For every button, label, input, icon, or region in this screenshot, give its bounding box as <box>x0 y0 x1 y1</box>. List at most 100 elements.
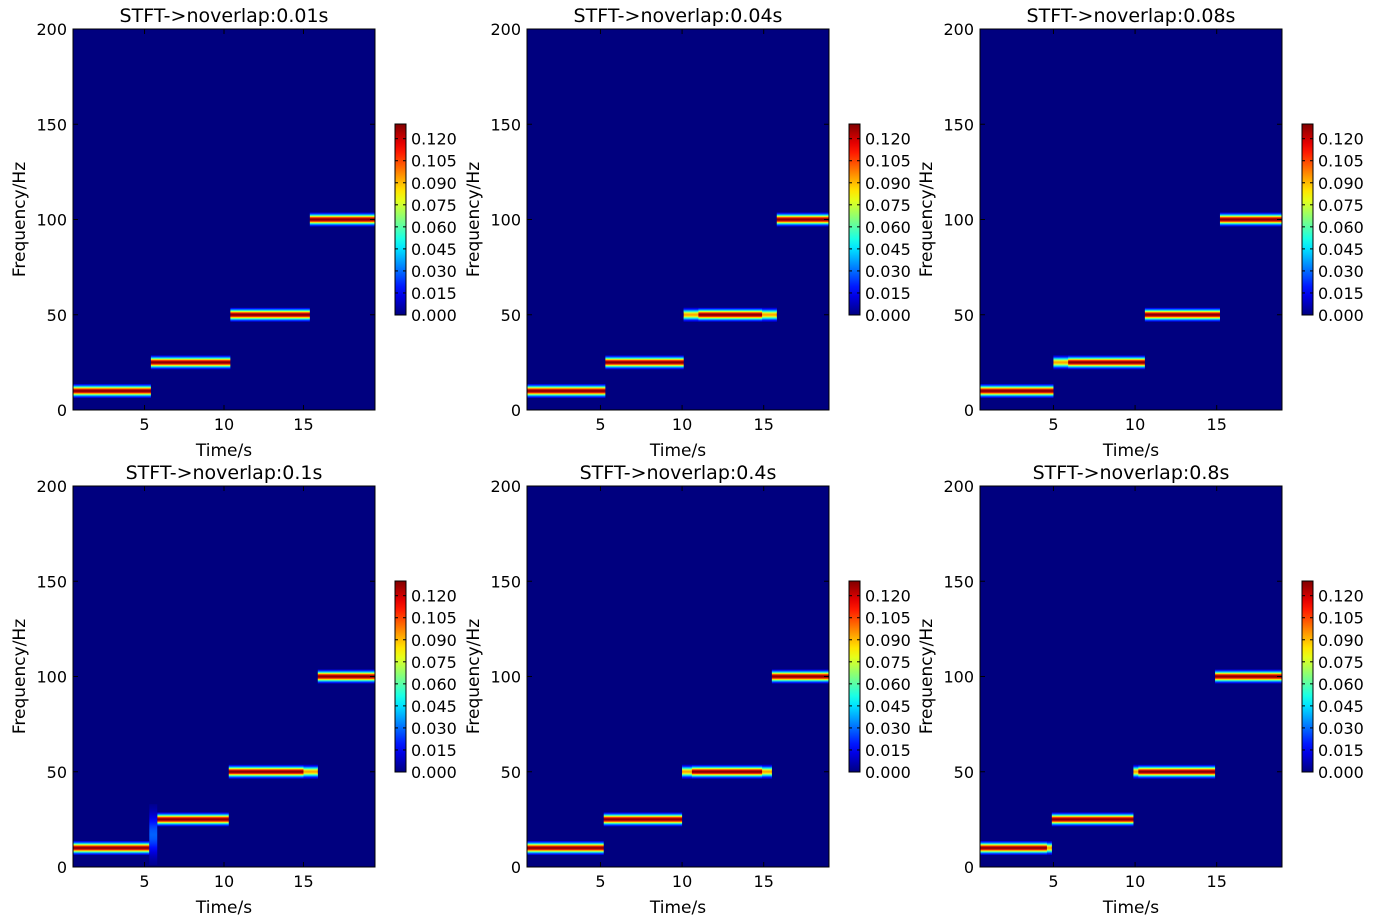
colorbar-tick-label: 0.060 <box>1318 218 1364 237</box>
subplot-4: 5 10 15050100150200STFT->noverlap:0.1sTime… <box>10 462 457 918</box>
subplot-2: 5 10 15050100150200STFT->noverlap:0.04sTim… <box>464 5 911 461</box>
colorbar-tick-label: 0.030 <box>865 262 911 281</box>
spectral-band-4 <box>776 212 829 227</box>
spectral-band-1 <box>980 383 1054 398</box>
heatmap-marks <box>527 212 829 398</box>
x-tick-label: 15 <box>293 415 313 434</box>
spectral-band-2 <box>1053 355 1145 370</box>
subplot-3: 5 10 15050100150200STFT->noverlap:0.08sTim… <box>917 5 1364 461</box>
spectral-band-2 <box>603 812 683 827</box>
heatmap-marks <box>980 212 1282 398</box>
y-tick-label: 200 <box>943 20 974 39</box>
colorbar-tick-label: 0.045 <box>865 240 911 259</box>
colorbar: 0.000 0.015 0.030 0.045 0.060 0.075 0.090 0.105… <box>394 580 457 782</box>
colorbar-tick-label: 0.045 <box>1318 697 1364 716</box>
colorbar: 0.000 0.015 0.030 0.045 0.060 0.075 0.090 0.105… <box>1301 580 1364 782</box>
colorbar-tick-label: 0.105 <box>1318 152 1364 171</box>
heatmap-marks <box>73 212 375 398</box>
subplot-title: STFT->noverlap:0.1s <box>126 462 323 484</box>
colorbar-tick-label: 0.120 <box>1318 587 1364 606</box>
x-tick-label: 10 <box>672 872 692 891</box>
colorbar-tick-label: 0.120 <box>411 130 457 149</box>
colorbar-tick-label: 0.060 <box>1318 675 1364 694</box>
colorbar-tick-label: 0.060 <box>411 218 457 237</box>
y-axis-label: Frequency/Hz <box>10 162 30 277</box>
y-tick-label: 50 <box>47 306 67 325</box>
colorbar-tick-label: 0.015 <box>411 741 457 760</box>
spectral-band-3 <box>228 764 318 779</box>
y-tick-label: 150 <box>36 115 67 134</box>
spectral-band-4 <box>771 669 829 684</box>
colorbar-tick-label: 0.075 <box>865 196 911 215</box>
colorbar-tick-label: 0.120 <box>865 130 911 149</box>
transition-band-2 <box>762 764 772 779</box>
x-tick-label: 5 <box>1048 872 1058 891</box>
y-tick-label: 150 <box>36 572 67 591</box>
colorbar-tick-label: 0.075 <box>411 196 457 215</box>
colorbar-tick-label: 0.000 <box>1318 763 1364 782</box>
colorbar-tick-label: 0.015 <box>865 741 911 760</box>
x-tick-label: 10 <box>214 415 234 434</box>
subplot-5: 5 10 15050100150200STFT->noverlap:0.4sTime… <box>464 462 911 918</box>
y-axis-label: Frequency/Hz <box>917 619 937 734</box>
y-axis-label: Frequency/Hz <box>464 162 484 277</box>
colorbar-tick-label: 0.105 <box>1318 609 1364 628</box>
y-tick-label: 0 <box>57 401 67 420</box>
y-tick-label: 200 <box>943 477 974 496</box>
y-tick-label: 200 <box>490 20 521 39</box>
heatmap-marks <box>73 669 375 866</box>
colorbar-tick-label: 0.120 <box>865 587 911 606</box>
colorbar-tick-label: 0.045 <box>1318 240 1364 259</box>
transition-band-2 <box>1133 764 1139 779</box>
colorbar-gradient <box>1301 123 1314 316</box>
x-tick-label: 15 <box>293 872 313 891</box>
y-tick-label: 200 <box>36 477 67 496</box>
y-axis-label: Frequency/Hz <box>464 619 484 734</box>
y-tick-label: 50 <box>501 306 521 325</box>
spectral-band-3 <box>682 764 772 779</box>
y-tick-label: 150 <box>490 572 521 591</box>
colorbar-tick-label: 0.090 <box>1318 174 1364 193</box>
colorbar-tick-label: 0.000 <box>1318 306 1364 325</box>
x-tick-label: 10 <box>1125 415 1145 434</box>
y-tick-label: 50 <box>47 763 67 782</box>
x-axis-label: Time/s <box>649 898 706 918</box>
x-tick-label: 5 <box>595 415 605 434</box>
colorbar-gradient <box>1301 580 1314 773</box>
spectral-band-2 <box>1051 812 1134 827</box>
y-tick-label: 50 <box>501 763 521 782</box>
colorbar-tick-label: 0.105 <box>411 609 457 628</box>
colorbar-tick-label: 0.030 <box>1318 262 1364 281</box>
colorbar-tick-label: 0.060 <box>865 675 911 694</box>
colorbar-tick-label: 0.075 <box>1318 196 1364 215</box>
x-tick-label: 10 <box>1125 872 1145 891</box>
heatmap-marks <box>980 669 1282 855</box>
spectral-band-2 <box>157 812 229 827</box>
y-tick-label: 100 <box>943 668 974 687</box>
colorbar-tick-label: 0.000 <box>865 306 911 325</box>
subplot-title: STFT->noverlap:0.4s <box>580 462 777 484</box>
x-tick-label: 5 <box>1048 415 1058 434</box>
colorbar-tick-label: 0.015 <box>1318 284 1364 303</box>
y-tick-label: 0 <box>964 401 974 420</box>
subplot-title: STFT->noverlap:0.08s <box>1027 5 1236 27</box>
subplot-title: STFT->noverlap:0.01s <box>120 5 329 27</box>
colorbar-tick-label: 0.000 <box>411 306 457 325</box>
y-tick-label: 100 <box>490 211 521 230</box>
colorbar-tick-label: 0.030 <box>411 262 457 281</box>
x-axis-label: Time/s <box>195 898 252 918</box>
spectral-band-3 <box>1144 307 1220 322</box>
colorbar-gradient <box>848 580 861 773</box>
y-tick-label: 100 <box>36 668 67 687</box>
colorbar-gradient <box>394 580 407 773</box>
heatmap-marks <box>527 669 829 855</box>
y-tick-label: 50 <box>954 306 974 325</box>
colorbar: 0.000 0.015 0.030 0.045 0.060 0.075 0.090 0.105… <box>848 580 911 782</box>
x-tick-label: 5 <box>595 872 605 891</box>
x-tick-label: 15 <box>754 415 774 434</box>
spectral-band-3 <box>683 307 777 322</box>
y-tick-label: 100 <box>36 211 67 230</box>
x-tick-label: 15 <box>1207 872 1227 891</box>
y-tick-label: 0 <box>511 401 521 420</box>
spectral-band-2 <box>150 355 231 370</box>
